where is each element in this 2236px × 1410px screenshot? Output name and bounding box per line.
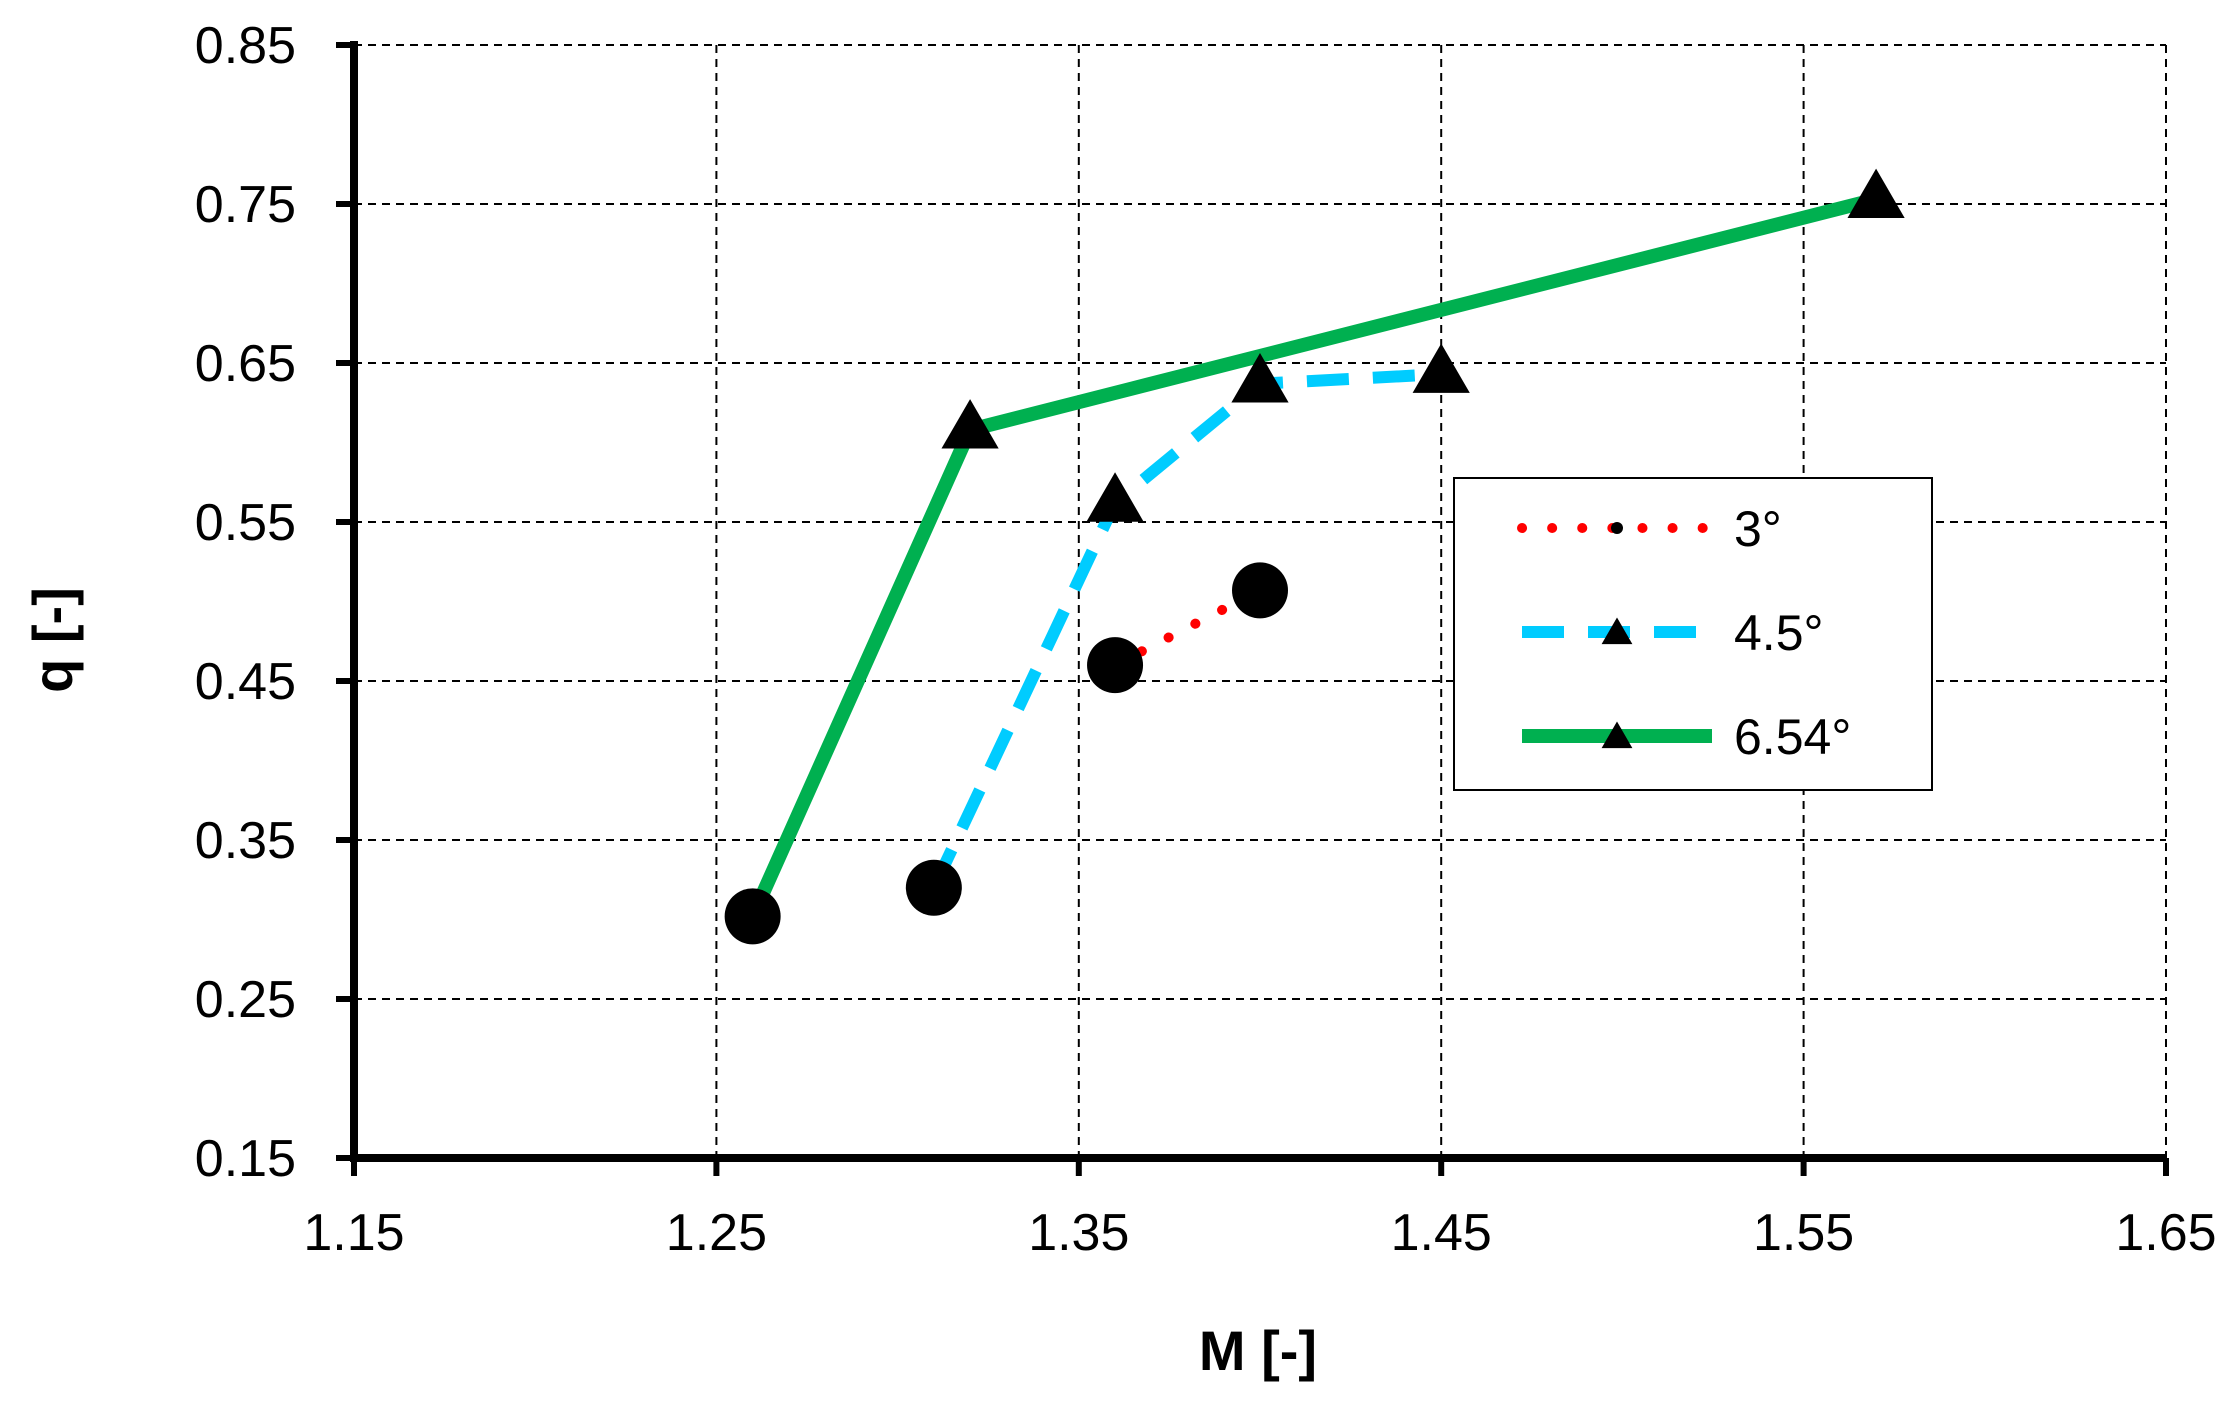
legend-label: 3° [1734, 501, 1782, 557]
data-point-circle [1087, 637, 1144, 694]
y-tick-label: 0.85 [195, 17, 296, 75]
series-line-1 [928, 368, 1442, 891]
x-tick-label: 1.25 [666, 1204, 767, 1262]
x-tick-label: 1.15 [303, 1204, 404, 1262]
x-tick-label: 1.45 [1391, 1204, 1492, 1262]
y-tick-label: 0.45 [195, 653, 296, 711]
y-tick-label: 0.35 [195, 812, 296, 870]
x-tick-label: 1.65 [2115, 1204, 2216, 1262]
legend: 3° 4.5° 6.54° [1453, 477, 1933, 791]
data-point-circle [724, 888, 781, 945]
x-tick-label: 1.55 [1753, 1204, 1854, 1262]
series-layer [724, 168, 1905, 945]
data-point-circle [905, 859, 962, 916]
x-axis-title: M [-] [1199, 1319, 1317, 1382]
grid [354, 44, 2167, 1158]
data-point-triangle [1601, 721, 1633, 749]
legend-swatch-marker [1611, 522, 1623, 534]
data-point-triangle [1601, 617, 1633, 645]
data-point-circle [1232, 562, 1288, 619]
data-point-triangle [1847, 168, 1905, 219]
data-point-triangle [1412, 343, 1470, 393]
axes [336, 41, 2169, 1176]
y-tick-label: 0.65 [195, 335, 296, 393]
data-point-triangle [1086, 472, 1144, 522]
x-tick-label: 1.35 [1028, 1204, 1129, 1262]
legend-label: 4.5° [1734, 605, 1824, 661]
tick-labels: 1.15 1.25 1.35 1.45 1.55 1.65 0.15 0.25 0.35 0.45… [195, 17, 2217, 1262]
y-tick-label: 0.55 [195, 494, 296, 552]
legend-label: 6.54° [1734, 709, 1851, 765]
y-tick-label: 0.75 [195, 176, 296, 234]
y-axis-title: q [-] [21, 587, 84, 693]
y-tick-label: 0.15 [195, 1130, 296, 1188]
data-point-triangle [1231, 353, 1289, 403]
y-tick-label: 0.25 [195, 971, 296, 1029]
data-point-triangle [941, 399, 999, 449]
